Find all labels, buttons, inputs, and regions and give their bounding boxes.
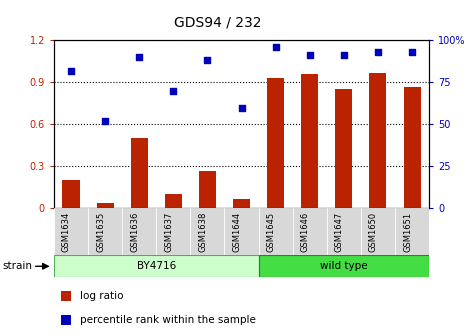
Bar	[403, 86, 421, 208]
Bar	[327, 208, 361, 255]
Text: GSM1647: GSM1647	[335, 212, 344, 252]
Text: GSM1638: GSM1638	[198, 212, 207, 252]
Text: wild type: wild type	[320, 261, 368, 271]
Text: GSM1636: GSM1636	[130, 212, 139, 252]
Bar	[122, 208, 156, 255]
Bar	[62, 180, 80, 208]
Point	[374, 49, 382, 55]
Bar	[190, 208, 225, 255]
Bar	[233, 199, 250, 208]
Point	[340, 53, 348, 58]
Point	[170, 88, 177, 93]
Bar	[61, 315, 71, 325]
Bar	[131, 138, 148, 208]
Bar	[199, 170, 216, 208]
Text: GDS94 / 232: GDS94 / 232	[174, 15, 262, 29]
Text: GSM1635: GSM1635	[96, 212, 105, 252]
Point	[272, 44, 280, 50]
Bar	[335, 89, 352, 208]
Text: percentile rank within the sample: percentile rank within the sample	[80, 315, 256, 325]
Bar	[301, 74, 318, 208]
Text: GSM1645: GSM1645	[267, 212, 276, 252]
Bar	[258, 255, 429, 277]
Bar	[293, 208, 327, 255]
Text: GSM1646: GSM1646	[301, 212, 310, 252]
Bar	[54, 208, 88, 255]
Bar	[258, 208, 293, 255]
Text: GSM1644: GSM1644	[233, 212, 242, 252]
Point	[204, 58, 211, 63]
Bar	[156, 208, 190, 255]
Bar	[97, 203, 113, 208]
Text: GSM1650: GSM1650	[369, 212, 378, 252]
Point	[408, 49, 416, 55]
Bar	[165, 194, 182, 208]
Bar	[361, 208, 395, 255]
Point	[136, 54, 143, 60]
Point	[306, 53, 313, 58]
Text: strain: strain	[2, 261, 32, 271]
Bar	[225, 208, 258, 255]
Point	[67, 68, 75, 73]
Bar	[370, 73, 386, 208]
Bar	[395, 208, 429, 255]
Text: BY4716: BY4716	[136, 261, 176, 271]
Bar	[61, 291, 71, 301]
Text: GSM1634: GSM1634	[62, 212, 71, 252]
Bar	[88, 208, 122, 255]
Bar	[54, 255, 258, 277]
Text: GSM1637: GSM1637	[164, 212, 174, 252]
Text: GSM1651: GSM1651	[403, 212, 412, 252]
Point	[101, 118, 109, 124]
Text: log ratio: log ratio	[80, 291, 124, 301]
Bar	[267, 78, 284, 208]
Point	[238, 105, 245, 110]
